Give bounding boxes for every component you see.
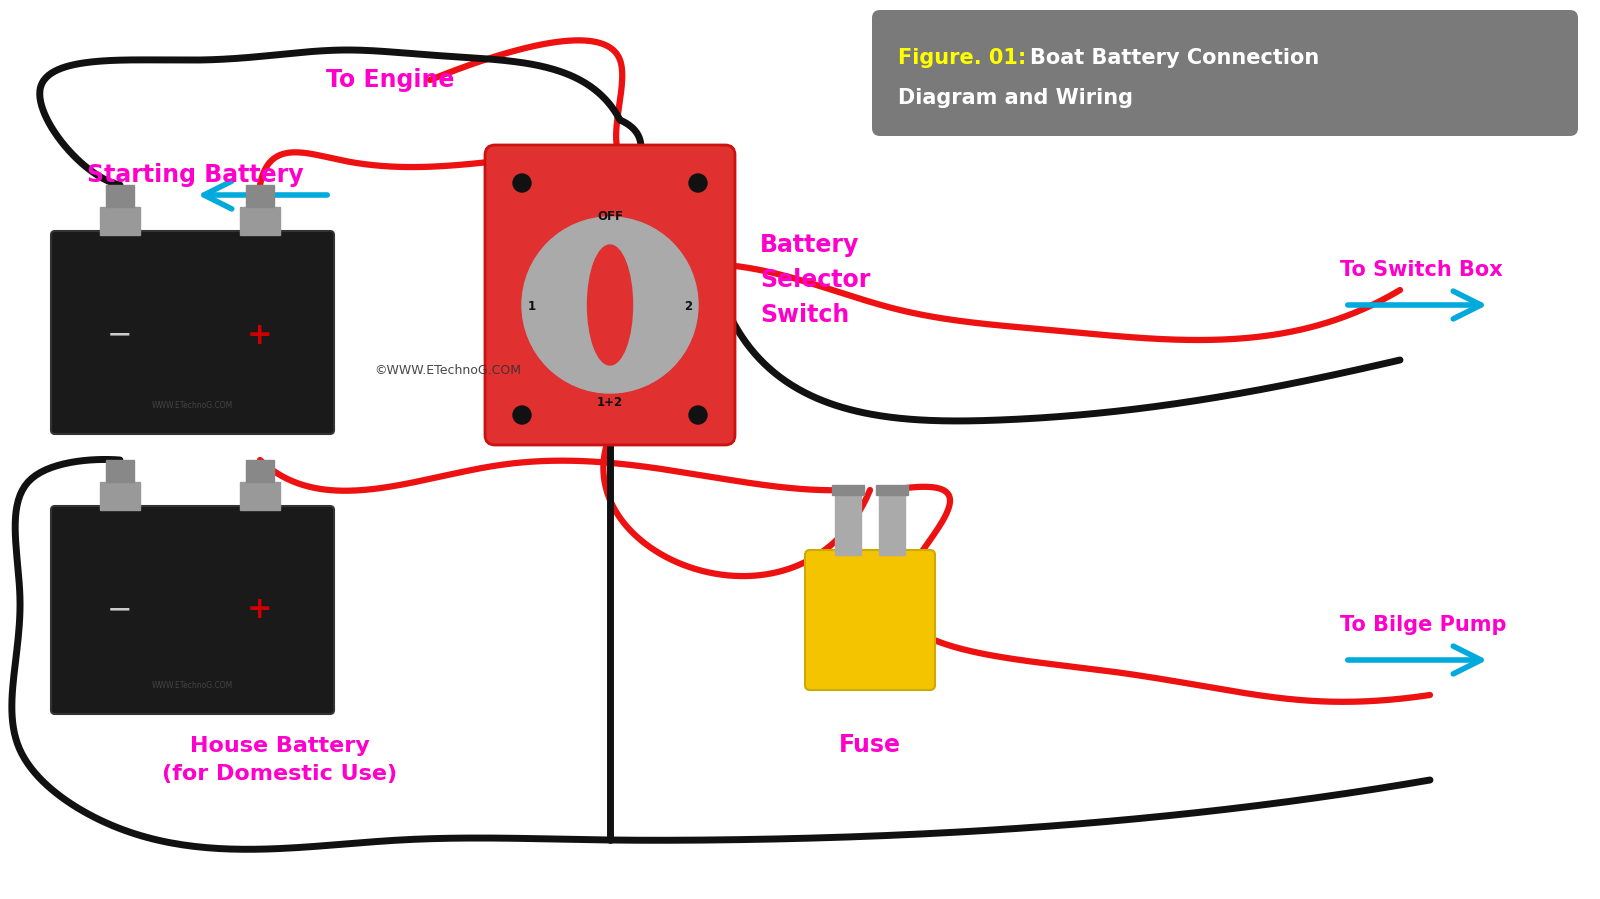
Text: 1+2: 1+2 — [597, 396, 622, 410]
Text: WWW.ETechnoG.COM: WWW.ETechnoG.COM — [152, 681, 232, 690]
Text: WWW.ETechnoG.COM: WWW.ETechnoG.COM — [152, 400, 232, 410]
Bar — [246, 185, 274, 207]
Bar — [240, 482, 280, 510]
Bar — [240, 207, 280, 235]
Text: ©WWW.ETechnoG.COM: ©WWW.ETechnoG.COM — [374, 363, 522, 377]
Bar — [106, 185, 134, 207]
FancyBboxPatch shape — [51, 506, 334, 714]
Text: To Engine: To Engine — [326, 68, 454, 92]
Text: +: + — [246, 595, 274, 625]
Text: Fuse: Fuse — [838, 733, 901, 757]
Text: Diagram and Wiring: Diagram and Wiring — [898, 88, 1133, 108]
FancyBboxPatch shape — [485, 145, 734, 445]
Text: House Battery
(for Domestic Use): House Battery (for Domestic Use) — [163, 736, 397, 784]
Text: +: + — [246, 321, 274, 350]
FancyBboxPatch shape — [805, 550, 934, 690]
Bar — [246, 460, 274, 482]
Bar — [106, 460, 134, 482]
Circle shape — [690, 174, 707, 192]
FancyBboxPatch shape — [872, 10, 1578, 136]
Bar — [99, 482, 141, 510]
Text: Figure. 01:: Figure. 01: — [898, 48, 1026, 68]
Text: 1: 1 — [528, 300, 536, 314]
Circle shape — [522, 217, 698, 393]
Text: Starting Battery: Starting Battery — [86, 163, 304, 187]
Text: Boat Battery Connection: Boat Battery Connection — [1030, 48, 1320, 68]
Circle shape — [514, 406, 531, 424]
Ellipse shape — [587, 245, 632, 365]
Bar — [835, 490, 861, 555]
Bar — [99, 207, 141, 235]
Text: −: − — [107, 321, 133, 350]
Bar — [878, 490, 906, 555]
Text: OFF: OFF — [597, 210, 622, 224]
Text: 2: 2 — [683, 300, 693, 314]
Text: Battery
Selector
Switch: Battery Selector Switch — [760, 233, 870, 327]
Text: −: − — [107, 595, 133, 625]
Bar — [832, 485, 864, 495]
Bar — [877, 485, 909, 495]
Circle shape — [514, 174, 531, 192]
Circle shape — [690, 406, 707, 424]
Text: To Bilge Pump: To Bilge Pump — [1341, 615, 1507, 635]
Text: To Switch Box: To Switch Box — [1341, 260, 1502, 280]
FancyBboxPatch shape — [51, 231, 334, 434]
